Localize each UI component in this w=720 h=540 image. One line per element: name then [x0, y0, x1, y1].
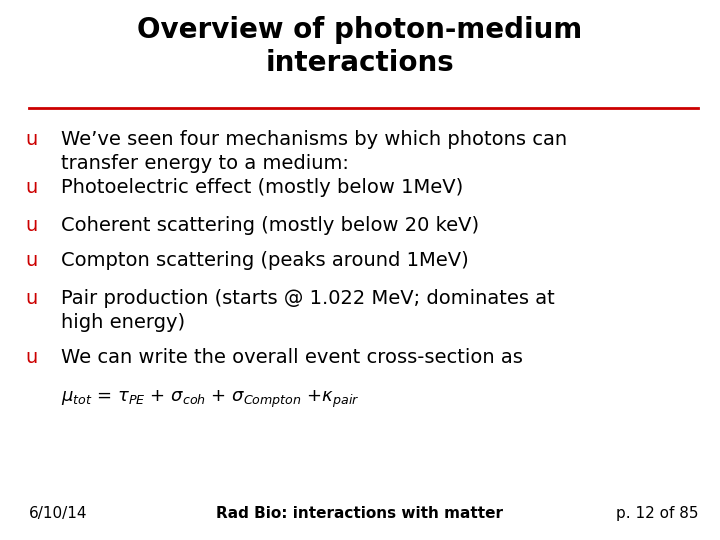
Text: u: u: [25, 178, 37, 197]
Text: p. 12 of 85: p. 12 of 85: [616, 506, 698, 521]
Text: u: u: [25, 251, 37, 270]
Text: We’ve seen four mechanisms by which photons can
transfer energy to a medium:: We’ve seen four mechanisms by which phot…: [61, 130, 567, 173]
Text: u: u: [25, 130, 37, 148]
Text: 6/10/14: 6/10/14: [29, 506, 87, 521]
Text: Photoelectric effect (mostly below 1MeV): Photoelectric effect (mostly below 1MeV): [61, 178, 464, 197]
Text: u: u: [25, 289, 37, 308]
Text: Rad Bio: interactions with matter: Rad Bio: interactions with matter: [217, 506, 503, 521]
Text: $\mu_{tot}$ = $\tau_{PE}$ + $\sigma_{coh}$ + $\sigma_{Compton}$ +$\kappa_{pair}$: $\mu_{tot}$ = $\tau_{PE}$ + $\sigma_{coh…: [61, 389, 360, 410]
Text: Pair production (starts @ 1.022 MeV; dominates at
high energy): Pair production (starts @ 1.022 MeV; dom…: [61, 289, 555, 332]
Text: u: u: [25, 216, 37, 235]
Text: Compton scattering (peaks around 1MeV): Compton scattering (peaks around 1MeV): [61, 251, 469, 270]
Text: Coherent scattering (mostly below 20 keV): Coherent scattering (mostly below 20 keV…: [61, 216, 480, 235]
Text: u: u: [25, 348, 37, 367]
Text: Overview of photon-medium
interactions: Overview of photon-medium interactions: [138, 16, 582, 77]
Text: We can write the overall event cross-section as: We can write the overall event cross-sec…: [61, 348, 523, 367]
